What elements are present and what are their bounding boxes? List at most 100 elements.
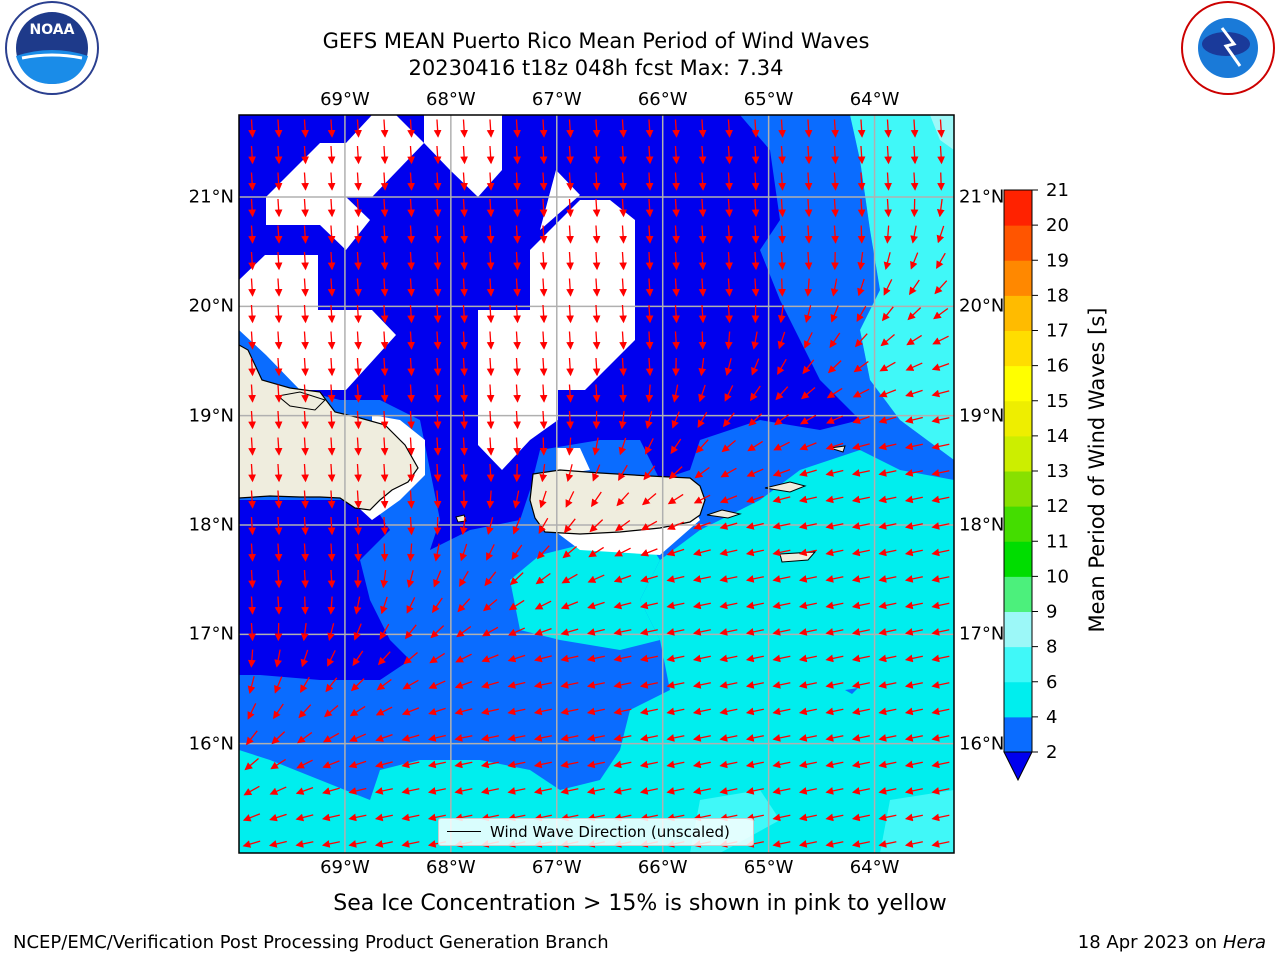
colorbar-segment bbox=[1004, 435, 1032, 472]
lon-label-bottom: 66°W bbox=[637, 857, 688, 878]
wind-wave-arrow bbox=[831, 145, 840, 165]
wind-wave-arrow bbox=[851, 601, 870, 610]
wind-wave-arrow bbox=[745, 548, 764, 557]
wind-wave-arrow bbox=[745, 681, 764, 689]
colorbar-tick-label: 10 bbox=[1046, 566, 1069, 587]
wind-wave-arrow bbox=[904, 442, 923, 451]
land-mona-island bbox=[455, 514, 467, 523]
wind-wave-arrow bbox=[322, 732, 340, 743]
wind-wave-arrow bbox=[798, 575, 817, 583]
wind-wave-arrow bbox=[354, 304, 363, 324]
wind-wave-arrow bbox=[693, 522, 711, 530]
wind-wave-arrow bbox=[698, 198, 707, 218]
wind-wave-arrow bbox=[486, 331, 495, 350]
wind-wave-arrow bbox=[539, 437, 548, 456]
wind-wave-arrow bbox=[671, 411, 680, 429]
wind-wave-arrow bbox=[566, 198, 575, 218]
colorbar-segment bbox=[1004, 365, 1032, 402]
wind-wave-arrow bbox=[772, 548, 791, 557]
wind-wave-arrow bbox=[454, 760, 473, 769]
lat-label-right: 19°N bbox=[959, 405, 1005, 427]
wind-wave-arrow bbox=[748, 413, 763, 427]
wind-wave-arrow bbox=[380, 410, 389, 430]
wind-wave-arrow bbox=[798, 548, 817, 557]
wind-wave-arrow bbox=[274, 543, 283, 562]
wind-wave-arrow bbox=[641, 493, 657, 506]
wind-wave-arrow bbox=[878, 495, 897, 504]
wind-wave-arrow bbox=[878, 760, 897, 769]
wind-wave-arrow bbox=[507, 760, 526, 769]
colorbar-segment bbox=[1004, 681, 1032, 718]
wind-wave-arrow bbox=[480, 760, 499, 769]
wind-wave-arrow bbox=[672, 198, 681, 218]
wind-wave-arrow bbox=[698, 172, 707, 191]
wind-wave-arrow bbox=[301, 278, 310, 297]
wind-wave-arrow bbox=[931, 707, 950, 716]
wind-wave-arrow bbox=[592, 304, 601, 324]
wind-wave-arrow bbox=[486, 490, 495, 509]
wind-wave-arrow bbox=[825, 469, 844, 477]
wind-wave-arrow bbox=[851, 707, 870, 716]
wind-wave-arrow bbox=[851, 575, 870, 583]
wind-wave-arrow bbox=[878, 522, 897, 530]
wind-wave-arrow bbox=[798, 813, 817, 822]
colorbar-segment bbox=[1004, 225, 1032, 261]
wind-wave-arrow bbox=[248, 251, 257, 271]
wind-wave-arrow bbox=[825, 601, 844, 610]
wind-wave-arrow bbox=[831, 225, 840, 244]
wind-wave-arrow bbox=[534, 628, 552, 636]
wind-wave-arrow bbox=[563, 518, 576, 534]
wind-wave-arrow bbox=[720, 467, 737, 478]
wind-wave-arrow bbox=[459, 570, 469, 587]
wind-wave-arrow bbox=[775, 386, 789, 401]
wind-wave-arrow bbox=[883, 225, 892, 244]
wind-wave-arrow bbox=[747, 440, 763, 452]
wind-wave-arrow bbox=[640, 548, 658, 557]
wind-wave-arrow bbox=[724, 385, 734, 402]
wind-wave-arrow bbox=[327, 145, 336, 165]
contour-4-6-mona bbox=[510, 540, 660, 650]
wind-wave-arrow bbox=[539, 410, 548, 430]
wind-wave-arrow bbox=[825, 787, 844, 795]
wind-wave-arrow bbox=[243, 785, 260, 796]
wind-wave-arrow bbox=[247, 649, 256, 668]
wind-wave-arrow bbox=[692, 575, 711, 583]
wind-wave-arrow bbox=[825, 760, 844, 769]
wind-wave-arrow bbox=[825, 575, 844, 583]
wind-wave-arrow bbox=[666, 707, 685, 716]
wind-wave-arrow bbox=[745, 522, 764, 530]
wind-wave-arrow bbox=[301, 516, 310, 536]
wind-wave-arrow bbox=[460, 225, 469, 244]
wind-wave-arrow bbox=[535, 572, 551, 585]
wind-wave-arrow bbox=[825, 840, 844, 848]
wind-wave-arrow bbox=[268, 840, 287, 848]
wind-wave-arrow bbox=[586, 628, 605, 636]
wind-wave-arrow bbox=[269, 786, 287, 795]
colorbar-segment bbox=[1004, 716, 1032, 753]
colorbar-tick-label: 15 bbox=[1046, 391, 1069, 412]
wind-wave-arrow bbox=[778, 198, 787, 218]
wind-wave-arrow bbox=[878, 734, 897, 742]
wind-wave-arrow bbox=[244, 758, 259, 771]
wind-wave-arrow bbox=[931, 734, 950, 742]
wind-wave-arrow bbox=[619, 304, 628, 324]
wind-wave-arrow bbox=[456, 625, 472, 638]
wind-wave-arrow bbox=[672, 172, 681, 191]
colorbar-tick-label: 12 bbox=[1046, 496, 1069, 517]
wind-wave-arrow bbox=[825, 495, 844, 504]
wind-wave-arrow bbox=[406, 597, 416, 614]
wind-wave-arrow bbox=[433, 225, 442, 244]
wind-wave-arrow bbox=[853, 360, 869, 373]
wind-wave-arrow bbox=[831, 119, 840, 138]
wind-wave-arrow bbox=[354, 251, 363, 271]
wind-wave-arrow bbox=[751, 119, 760, 138]
wind-wave-arrow bbox=[931, 681, 950, 689]
wind-wave-arrow bbox=[457, 598, 471, 613]
wind-wave-arrow bbox=[301, 331, 310, 350]
wind-wave-arrow bbox=[639, 628, 658, 636]
wind-wave-arrow bbox=[694, 466, 710, 479]
wind-wave-arrow bbox=[433, 543, 441, 562]
wind-wave-arrow bbox=[248, 490, 257, 509]
wind-wave-arrow bbox=[645, 225, 654, 244]
